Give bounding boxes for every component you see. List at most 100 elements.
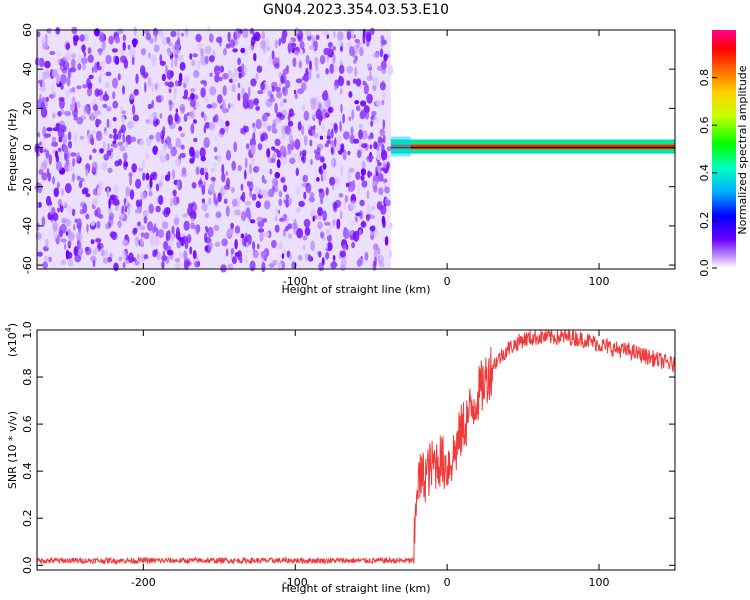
noise-speckle [113,184,119,194]
noise-speckle [338,64,345,74]
noise-speckle [201,111,205,118]
noise-speckle [122,262,126,269]
noise-speckle [280,100,284,108]
noise-speckle [189,246,193,255]
colorbar: 0.0 0.2 0.4 0.6 0.8 Normalized spectral ampl… [698,30,749,277]
noise-speckle [384,236,389,246]
noise-speckle [225,120,230,127]
noise-speckle [135,73,139,84]
noise-speckle [373,141,378,150]
noise-speckle [386,161,390,169]
noise-speckle [194,261,199,268]
noise-speckle [221,238,228,247]
noise-speckle [139,198,143,207]
noise-speckle [128,172,133,178]
noise-speckle [247,45,254,51]
noise-speckle [44,60,51,69]
noise-speckle [381,215,386,225]
noise-speckle [251,157,255,165]
noise-speckle [204,55,209,65]
noise-speckle [60,238,67,243]
noise-speckle [325,251,330,260]
noise-speckle [211,102,218,109]
noise-speckle [275,86,281,92]
noise-speckle [133,88,139,96]
noise-speckle [106,149,112,157]
heat-x-tick-label: -100 [283,275,308,288]
noise-speckle [364,251,369,261]
noise-speckle [298,60,303,69]
noise-speckle [244,157,248,168]
noise-speckle [96,119,102,125]
noise-speckle [226,177,231,187]
noise-speckle [348,184,355,193]
noise-speckle [230,247,235,255]
noise-speckle [239,256,243,264]
noise-speckle [231,160,236,171]
noise-speckle [342,244,347,252]
noise-speckle [123,198,127,204]
noise-speckle [112,198,120,207]
noise-speckle [137,221,141,227]
noise-speckle [380,35,385,41]
noise-speckle [99,72,103,79]
noise-speckle [89,133,94,145]
noise-speckle [57,182,60,190]
noise-speckle [347,150,351,156]
noise-speckle [133,26,137,36]
snr-y-tick-label: 0.2 [21,509,34,527]
noise-speckle [224,184,231,190]
noise-speckle [197,59,201,70]
noise-speckle [140,232,146,238]
noise-speckle [195,33,202,43]
noise-speckle [165,64,168,75]
noise-speckle [221,172,226,183]
noise-speckle [101,39,106,51]
noise-speckle [245,143,250,150]
noise-speckle [121,250,127,260]
noise-speckle [255,105,260,111]
noise-speckle [219,76,223,82]
noise-speckle [204,94,208,104]
noise-speckle [277,261,283,272]
noise-speckle [41,216,46,227]
noise-speckle [67,131,72,141]
noise-speckle [143,254,149,260]
noise-speckle [182,213,188,218]
noise-speckle [305,54,310,65]
noise-speckle [68,231,75,241]
noise-speckle [332,46,337,51]
noise-speckle [295,186,301,195]
noise-speckle [111,48,118,53]
noise-speckle [178,236,182,242]
noise-speckle [307,124,311,131]
noise-speckle [274,138,281,147]
noise-speckle [74,254,82,263]
noise-speckle [265,38,270,49]
noise-speckle [115,205,119,211]
noise-speckle [330,122,334,127]
noise-speckle [375,150,383,161]
noise-speckle [303,110,310,121]
spectrogram-ylabel: Frequency (Hz) [6,109,19,192]
noise-speckle [132,38,137,48]
noise-speckle [174,261,182,270]
noise-speckle [155,131,161,143]
noise-speckle [102,94,110,102]
noise-speckle [169,70,174,78]
noise-speckle [85,193,91,198]
noise-speckle [112,100,119,109]
noise-speckle [283,184,288,192]
noise-speckle [198,183,203,189]
noise-speckle [129,93,136,100]
noise-speckle [114,36,121,44]
noise-speckle [302,235,308,241]
noise-speckle [257,243,260,250]
noise-speckle [223,47,227,56]
noise-speckle [64,110,71,117]
noise-speckle [40,101,46,112]
noise-speckle [281,253,285,259]
figure-title: GN04.2023.354.03.53.E10 [263,2,449,18]
noise-speckle [266,148,271,158]
noise-speckle [248,212,252,222]
